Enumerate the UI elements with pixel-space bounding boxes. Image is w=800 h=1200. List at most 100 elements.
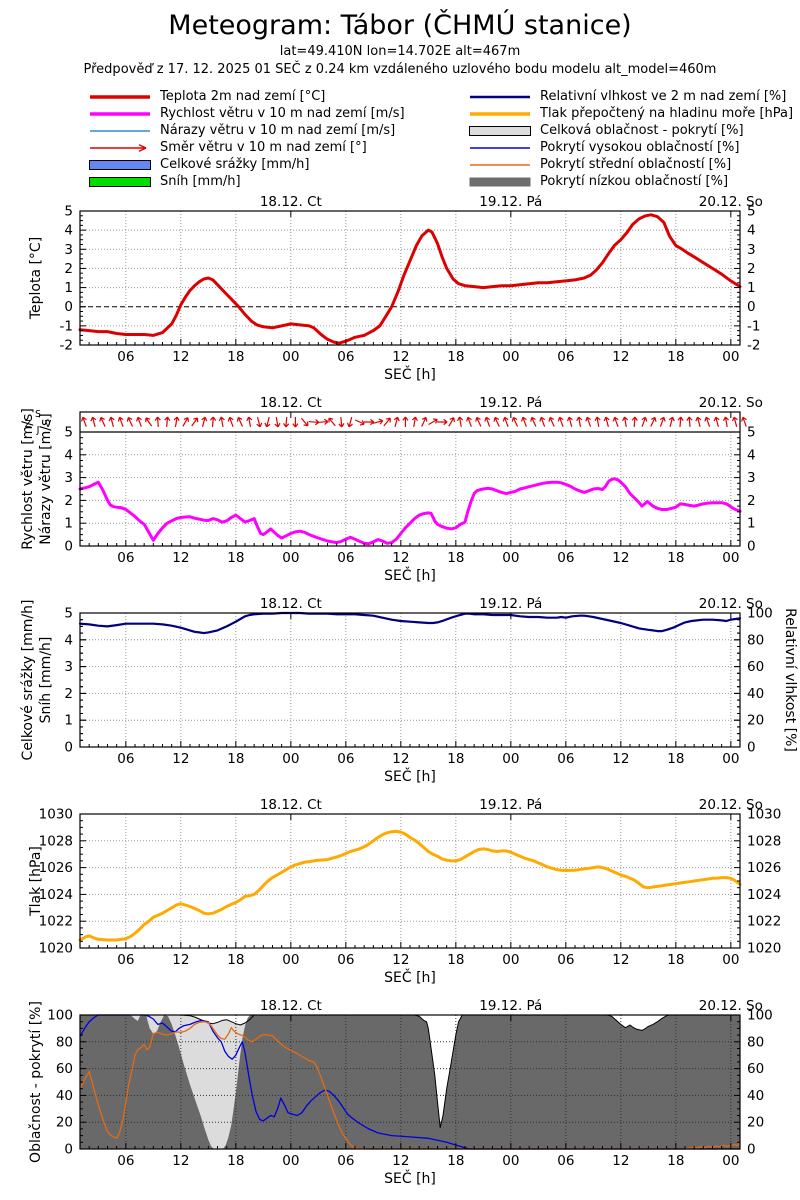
compass-icon: SZ VJ xyxy=(25,409,52,436)
svg-text:1: 1 xyxy=(747,516,756,532)
svg-text:Oblačnost - pokrytí [%]: Oblačnost - pokrytí [%] xyxy=(28,1001,44,1163)
mid-cloud-line-swatch-icon xyxy=(470,163,530,166)
svg-text:06: 06 xyxy=(337,349,354,365)
svg-text:J: J xyxy=(36,425,40,436)
svg-text:3: 3 xyxy=(64,470,73,486)
svg-text:18: 18 xyxy=(227,349,244,365)
svg-text:06: 06 xyxy=(557,550,574,566)
svg-text:SEČ [h]: SEČ [h] xyxy=(384,1169,436,1187)
svg-text:-2: -2 xyxy=(747,338,760,354)
svg-text:1: 1 xyxy=(64,280,73,296)
svg-text:19.12. Pá: 19.12. Pá xyxy=(479,597,542,612)
wind-speed-line-swatch-icon xyxy=(90,111,150,116)
svg-text:1028: 1028 xyxy=(39,833,73,849)
svg-text:12: 12 xyxy=(612,550,629,566)
svg-text:0: 0 xyxy=(64,299,73,315)
axis-ticks xyxy=(80,210,740,346)
axis-ticks xyxy=(80,1014,740,1150)
svg-text:3: 3 xyxy=(64,242,73,258)
svg-text:20.12. So: 20.12. So xyxy=(699,798,763,813)
svg-text:00: 00 xyxy=(282,550,299,566)
svg-text:19.12. Pá: 19.12. Pá xyxy=(479,195,542,210)
svg-text:0: 0 xyxy=(64,1142,73,1158)
wind-chart: 18.12. Čt 19.12. Pá 20.12. So 06 12 18 00 06 12 1… xyxy=(0,393,800,597)
svg-text:18: 18 xyxy=(447,751,464,767)
total-cloud-box-swatch-icon xyxy=(469,125,531,136)
svg-text:100: 100 xyxy=(747,606,773,622)
svg-text:18.12. Čt: 18.12. Čt xyxy=(260,396,322,411)
svg-text:18: 18 xyxy=(227,550,244,566)
series-lines xyxy=(78,829,742,942)
legend-item-humidity-line: Relativní vlhkost ve 2 m nad zemí [%] xyxy=(468,88,793,105)
svg-text:0: 0 xyxy=(64,740,73,756)
svg-text:20.12. So: 20.12. So xyxy=(699,597,763,612)
svg-text:60: 60 xyxy=(747,1061,764,1077)
svg-text:12: 12 xyxy=(392,349,409,365)
svg-text:18: 18 xyxy=(447,1153,464,1169)
pressure-plot: 18.12. Čt 19.12. Pá 20.12. So 06 12 18 00 06 12 1… xyxy=(28,795,781,986)
legend-item-pressure-line: Tlak přepočtený na hladinu moře [hPa] xyxy=(468,105,793,122)
temperature-chart: 18.12. Čt 19.12. Pá 20.12. So 06 12 18 00 06 12 1… xyxy=(0,192,800,396)
svg-text:5: 5 xyxy=(747,204,756,220)
svg-text:0: 0 xyxy=(64,539,73,555)
svg-text:00: 00 xyxy=(502,550,519,566)
svg-text:18.12. Čt: 18.12. Čt xyxy=(260,798,322,813)
svg-text:60: 60 xyxy=(56,1061,73,1077)
svg-text:5: 5 xyxy=(747,425,756,441)
legend-label-high-cloud-line: Pokrytí vysokou oblačností [%] xyxy=(540,140,740,155)
legend-label-temperature-line: Teplota 2m nad zemí [°C] xyxy=(160,89,326,104)
svg-text:1024: 1024 xyxy=(747,887,781,903)
svg-text:1022: 1022 xyxy=(747,914,781,930)
snow-box-swatch-icon xyxy=(89,176,151,187)
svg-text:1024: 1024 xyxy=(39,887,73,903)
svg-text:Nárazy větru [m/s]: Nárazy větru [m/s] xyxy=(38,413,54,545)
svg-text:12: 12 xyxy=(612,751,629,767)
svg-text:00: 00 xyxy=(502,751,519,767)
svg-text:18: 18 xyxy=(227,751,244,767)
svg-text:60: 60 xyxy=(747,659,764,675)
legend-label-total-cloud-box: Celková oblačnost - pokrytí [%] xyxy=(540,123,744,138)
svg-text:1030: 1030 xyxy=(747,807,781,823)
svg-text:80: 80 xyxy=(56,1034,73,1050)
series-line xyxy=(79,1014,741,1150)
wind-gust-line-swatch-icon xyxy=(90,129,150,132)
svg-text:00: 00 xyxy=(722,952,739,968)
svg-text:18: 18 xyxy=(447,952,464,968)
svg-text:1020: 1020 xyxy=(747,941,781,957)
axis-ticks xyxy=(80,412,740,547)
svg-text:SEČ [h]: SEČ [h] xyxy=(384,968,436,986)
svg-text:2: 2 xyxy=(64,261,73,277)
svg-text:2: 2 xyxy=(747,493,756,509)
legend-item-precip-box: Celkové srážky [mm/h] xyxy=(88,156,405,173)
svg-text:1022: 1022 xyxy=(39,914,73,930)
svg-text:2: 2 xyxy=(64,686,73,702)
svg-text:Rychlost větru [m/s]: Rychlost větru [m/s] xyxy=(20,408,36,550)
svg-text:06: 06 xyxy=(117,550,134,566)
series-line xyxy=(78,829,742,942)
svg-text:1028: 1028 xyxy=(747,833,781,849)
svg-text:12: 12 xyxy=(172,349,189,365)
gridlines xyxy=(80,432,740,546)
legend-item-wind-gust-line: Nárazy větru v 10 m nad zemí [m/s] xyxy=(88,122,405,139)
legend-label-wind-gust-line: Nárazy větru v 10 m nad zemí [m/s] xyxy=(160,123,396,138)
svg-text:00: 00 xyxy=(502,1153,519,1169)
svg-text:00: 00 xyxy=(502,349,519,365)
svg-text:19.12. Pá: 19.12. Pá xyxy=(479,798,542,813)
svg-text:18: 18 xyxy=(667,349,684,365)
wind-direction-arrow-swatch-icon xyxy=(90,143,147,152)
svg-text:18.12. Čt: 18.12. Čt xyxy=(260,999,322,1014)
svg-text:1026: 1026 xyxy=(39,860,73,876)
legend-item-total-cloud-box: Celková oblačnost - pokrytí [%] xyxy=(468,122,793,139)
svg-text:12: 12 xyxy=(172,952,189,968)
svg-text:12: 12 xyxy=(172,751,189,767)
svg-text:12: 12 xyxy=(392,952,409,968)
svg-text:3: 3 xyxy=(64,659,73,675)
svg-text:18: 18 xyxy=(667,952,684,968)
legend-label-snow-box: Sníh [mm/h] xyxy=(160,174,241,189)
svg-text:V: V xyxy=(45,419,52,430)
